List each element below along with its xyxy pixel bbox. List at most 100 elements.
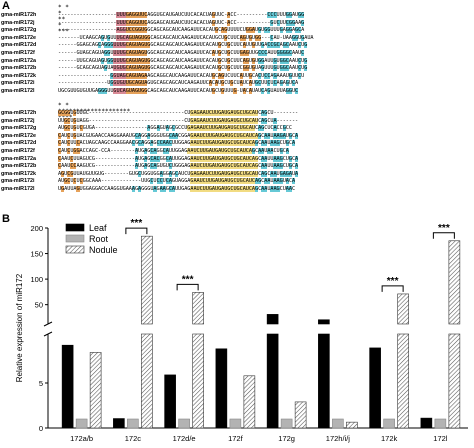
alignment-seq-name: gma-miR172b	[1, 65, 37, 72]
bar-root	[229, 418, 242, 429]
alignment-sequence: CAUCUGGACCAGC-CCA--------AUGAGCAGGCAUUGG…	[58, 148, 289, 154]
bar-nodule	[141, 333, 153, 429]
y-tick-label: 100	[30, 275, 43, 284]
significance-bracket	[381, 285, 404, 292]
significance-label: ***	[131, 218, 143, 229]
bar-leaf	[318, 333, 330, 429]
alignment-sequence: AUGCUGUCGUGA-----------------AGGAGUAGCGC…	[58, 125, 292, 132]
bar-leaf	[61, 344, 74, 429]
y-tick-label: 150	[30, 250, 43, 259]
bar-nodule	[243, 375, 256, 429]
significance-bracket	[125, 227, 148, 235]
bar-nodule	[397, 293, 409, 325]
alignment-sequence: AGUCGUUAUGUUGUG--------GUGCUGGUGGAGGAGCA…	[58, 170, 299, 177]
conservation-stars: * * ******************** ****	[58, 102, 131, 121]
legend-swatch-leaf	[65, 223, 85, 232]
alignment-seq-name: gma-miR172j	[1, 19, 35, 26]
conservation-stars: * * * ** * ***	[58, 4, 69, 35]
significance-bracket	[176, 283, 199, 291]
significance-label: ***	[182, 274, 194, 285]
alignment-seq-name: gma-miR172a	[1, 155, 37, 162]
bar-nodule	[448, 240, 461, 325]
legend-label-root: Root	[89, 234, 109, 244]
alignment-seq-name: gma-miR172f	[1, 148, 35, 154]
alignment-sequence: CAAUCUUAGUCG-------------AUGAGCACGGCAUUG…	[58, 155, 299, 162]
alignment-seq-name: gma-miR172j	[1, 117, 35, 124]
bar-leaf	[420, 417, 433, 429]
x-tick-label: 172h/i/j	[326, 434, 351, 443]
alignment-seq-name: gma-miR172g	[1, 27, 37, 34]
alignment-seq-name: gma-miR172d	[1, 42, 37, 49]
significance-bracket	[432, 232, 455, 239]
alignment-sequence: GCGGUGUUGC------------------------------…	[58, 110, 299, 116]
alignment-seq-name: gma-miR172a	[1, 57, 37, 64]
alignment-sequence: ------GGAGCAGCAGGGUUUGCAGUAGUGGCAGCAGCAU…	[58, 42, 308, 49]
x-tick-label: 172d/e	[173, 434, 196, 443]
legend-label-leaf: Leaf	[89, 223, 107, 233]
significance-label: ***	[438, 223, 450, 234]
alignment-sequence: ----------------UGGUGUUGCAGUAGUGCAGCAGCA…	[58, 80, 299, 87]
alignment-seq-name: gma-miR172i	[1, 80, 35, 87]
alignment-sequence: -------------------UUUCAGGUUCAGGAGCAUGAU…	[58, 19, 305, 26]
alignment-seq-name: gma-miR172f	[1, 50, 35, 56]
bar-nodule	[141, 235, 153, 325]
alignment-seq-name: gma-miR172l	[1, 186, 35, 192]
alignment-seq-name: gma-miR172k	[1, 72, 37, 79]
y-tick-label: 5	[39, 379, 43, 388]
alignment-seq-name: gma-miR172i	[1, 178, 35, 185]
bar-root	[332, 418, 344, 429]
axis-break-mark	[43, 331, 53, 337]
bar-root	[280, 418, 293, 429]
bar-root	[75, 418, 88, 429]
bar-root	[178, 418, 190, 429]
legend-label-nodule: Nodule	[89, 245, 118, 255]
bar-nodule	[192, 333, 204, 429]
bar-nodule	[294, 401, 307, 429]
bar-root	[383, 418, 395, 429]
bar-nodule	[346, 421, 358, 429]
alignment-seq-name: gma-miR172k	[1, 170, 37, 177]
panel-a-label: A	[2, 0, 10, 12]
bar-root	[434, 418, 447, 429]
x-tick-label: 172l	[433, 434, 448, 443]
bar-leaf	[318, 319, 330, 325]
alignment-seq-name: gma-miR172l	[1, 88, 35, 94]
significance-label: ***	[387, 276, 399, 287]
alignment-seq-name: gma-miR172h	[1, 110, 37, 116]
alignment-sequence: -------------------UUUGAGGUUCAGGUGCAUGAU…	[58, 12, 305, 18]
alignment-sequence: UUGCUGUAGG------------------------------…	[58, 117, 299, 124]
alignment-sequence: ------UUGCAGUAGUGGUUUGCAGUAGUGGCAGCAGCAU…	[58, 57, 308, 64]
y-tick-label: 50	[35, 301, 43, 310]
panel-b-label: B	[2, 213, 10, 225]
alignment-sequence: CAUCUGUACGUGAACCAAGGAAAUGCAGGAGGGUGGCAAC…	[58, 132, 299, 139]
x-tick-label: 172a/b	[70, 434, 93, 443]
bar-leaf	[266, 314, 279, 325]
alignment-sequence: -------UCAAGCAGUGUUUGCAGUAGUGGCAGCAGCAUC…	[58, 34, 314, 41]
y-tick-label: 200	[30, 224, 43, 233]
y-axis-title: Relative expression of miR172	[15, 273, 24, 382]
bar-leaf	[369, 347, 381, 429]
y-tick-label: 0	[39, 424, 43, 433]
bar-nodule	[89, 352, 102, 429]
bar-nodule	[397, 333, 409, 429]
bar-leaf	[113, 418, 125, 429]
legend-swatch-nodule	[65, 245, 85, 254]
alignment-sequence: ------GCAGCAGUAGUAUGUGCAGUAGUGGCAGCAGCAU…	[58, 65, 308, 72]
alignment-seq-name: gma-miR172b	[1, 163, 37, 170]
x-tick-label: 172g	[278, 434, 295, 443]
alignment-seq-name: gma-miR172d	[1, 140, 37, 147]
alignment-sequence: -----------------GGUAGCAGUAGAAGCAGGCAUCA…	[58, 72, 305, 79]
alignment-sequence: CAUCUUCACUAGCAAGCCAAGGAACGCAGGAGCCAACUUG…	[58, 140, 296, 147]
alignment-seq-name: gma-miR172e	[1, 132, 37, 139]
alignment-seq-name: gma-miR172e	[1, 34, 37, 41]
alignment-seq-name: gma-miR172g	[1, 125, 37, 132]
legend-swatch-root	[65, 234, 85, 243]
bar-nodule	[448, 333, 461, 429]
alignment-sequence: UGAUUAGUGGAGGACCAAGGUGAAAGAGGGUAGAAGCAUU…	[58, 186, 296, 192]
x-tick-label: 172c	[125, 434, 142, 443]
alignment-sequence: ------GUAGCAGUAGGUUUUGCAGUAGUGGCAGCAGCAU…	[58, 50, 305, 56]
alignment-sequence: -------------------AGGUCCGGUGGCAGCAGCAUC…	[58, 27, 305, 34]
bar-root	[127, 418, 139, 429]
